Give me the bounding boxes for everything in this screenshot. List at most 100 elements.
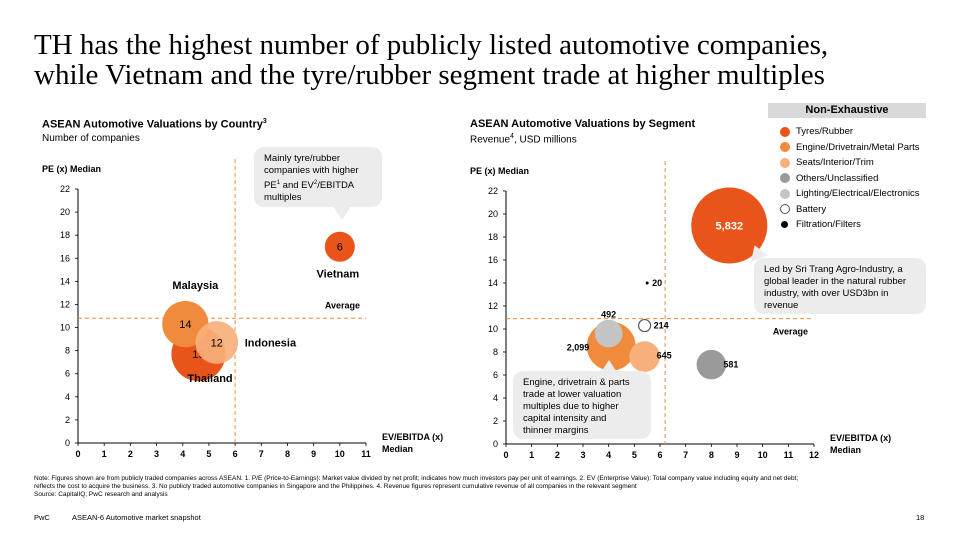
country-x-tick-label: 3 bbox=[154, 449, 159, 459]
engine-callout-line3: multiples due to higher bbox=[523, 401, 619, 412]
segment-value-label: 581 bbox=[723, 360, 738, 370]
source-line: Source: CapitalIQ, PwC research and anal… bbox=[34, 491, 168, 498]
country-value-label: 6 bbox=[337, 242, 343, 254]
legend-marker bbox=[780, 157, 790, 168]
legend-item: Others/Unclassified bbox=[768, 171, 926, 187]
engine-callout-line2: trade at lower valuation bbox=[523, 389, 622, 400]
segment-bubble-seats-interior-trim bbox=[629, 341, 660, 372]
tyres-callout-line1: Led by Sri Trang Agro-Industry, a bbox=[764, 264, 903, 275]
segment-value-label: 492 bbox=[601, 310, 616, 320]
segment-bubble-others-unclassified bbox=[696, 349, 727, 380]
country-name-label: Vietnam bbox=[317, 269, 360, 281]
segment-y-tick-label: 18 bbox=[488, 232, 498, 242]
right-chart-subtitle: Revenue4, USD millions bbox=[470, 133, 577, 145]
country-bubble-indonesia bbox=[195, 321, 239, 364]
country-x-tick-label: 5 bbox=[206, 449, 211, 459]
segment-value-label: 645 bbox=[657, 351, 672, 361]
vietnam-callout-line2: companies with higher bbox=[264, 165, 359, 176]
segment-x-tick-label: 7 bbox=[683, 450, 688, 460]
tyres-callout-line3: industry, with over USD3bn in bbox=[764, 288, 889, 299]
engine-callout: Engine, drivetrain & parts trade at lowe… bbox=[513, 371, 651, 439]
segment-x-tick-label: 4 bbox=[606, 450, 611, 460]
footer-page-number: 18 bbox=[916, 513, 925, 522]
left-chart-title-sup: 3 bbox=[262, 118, 267, 125]
legend-marker bbox=[780, 188, 790, 199]
segment-y-tick-label: 10 bbox=[488, 324, 498, 334]
tyres-callout-line2: global leader in the natural rubber bbox=[764, 276, 907, 287]
legend-items: Tyres/Rubber Engine/Drivetrain/Metal Part… bbox=[768, 124, 926, 233]
vietnam-callout-sup1: 1 bbox=[276, 180, 281, 186]
country-y-tick-label: 0 bbox=[65, 438, 70, 448]
segment-y-tick-label: 16 bbox=[488, 255, 498, 265]
segment-x-tick-label: 1 bbox=[529, 450, 534, 460]
vietnam-callout-line3: PE1 and EV2/EBITDA bbox=[264, 177, 372, 192]
country-name-label: Indonesia bbox=[245, 338, 297, 350]
segment-x-tick-label: 5 bbox=[632, 450, 637, 460]
legend-marker bbox=[781, 221, 788, 229]
segment-x-tick-label: 12 bbox=[809, 450, 819, 460]
segment-y-tick-label: 0 bbox=[493, 439, 498, 449]
segment-x-tick-label: 9 bbox=[734, 450, 739, 460]
segment-y-tick-label: 6 bbox=[493, 370, 498, 380]
segment-x-tick-label: 0 bbox=[503, 450, 508, 460]
country-y-tick-label: 22 bbox=[60, 184, 70, 194]
country-bubble-vietnam bbox=[324, 231, 355, 262]
legend-label: Others/Unclassified bbox=[796, 172, 879, 184]
country-value-label: 14 bbox=[179, 319, 191, 331]
country-x-tick-label: 9 bbox=[311, 449, 316, 459]
segment-x-tick-label: 3 bbox=[580, 450, 585, 460]
tyres-callout-line4: revenue bbox=[764, 300, 799, 311]
country-y-tick-label: 20 bbox=[60, 207, 70, 217]
vietnam-callout-ebitda: /EBITDA bbox=[317, 180, 355, 192]
legend-label: Lighting/Electrical/Electronics bbox=[796, 188, 920, 200]
legend-label: Engine/Drivetrain/Metal Parts bbox=[796, 141, 920, 153]
legend-marker bbox=[780, 142, 790, 153]
legend-item: Tyres/Rubber bbox=[768, 124, 926, 140]
segment-x-axis-label: EV/EBITDA (x) bbox=[830, 433, 891, 443]
vietnam-callout-line4: multiples bbox=[264, 192, 302, 204]
segment-y-tick-label: 14 bbox=[488, 278, 498, 288]
legend-label: Battery bbox=[796, 203, 827, 215]
segment-y-tick-label: 4 bbox=[493, 393, 498, 403]
engine-callout-line4: capital intensity and bbox=[523, 413, 607, 424]
segment-bubble-battery bbox=[637, 318, 652, 333]
segment-y-tick-label: 12 bbox=[488, 301, 498, 311]
country-y-tick-label: 14 bbox=[60, 276, 70, 286]
country-x-tick-label: 11 bbox=[361, 449, 371, 459]
page-title: TH has the highest number of publicly li… bbox=[34, 30, 828, 90]
country-x-tick-label: 4 bbox=[180, 449, 185, 459]
footnote-line2: reflects the cost to acquire the busines… bbox=[34, 483, 637, 490]
country-y-tick-label: 6 bbox=[65, 369, 70, 379]
legend-header: Non-Exhaustive bbox=[768, 103, 926, 118]
right-chart-subtitle-b: , USD millions bbox=[513, 134, 577, 146]
tyres-callout: Led by Sri Trang Agro-Industry, a global… bbox=[754, 258, 926, 314]
legend-item: Seats/Interior/Trim bbox=[768, 155, 926, 171]
country-y-tick-label: 16 bbox=[60, 253, 70, 263]
footnote-line1: Note: Figures shown are from publicly tr… bbox=[34, 475, 799, 482]
engine-callout-tail bbox=[600, 360, 618, 374]
left-chart-subtitle: Number of companies bbox=[42, 133, 140, 144]
country-name-label: Thailand bbox=[187, 373, 232, 385]
country-name-label: Malaysia bbox=[172, 280, 219, 292]
vietnam-callout-sup2: 2 bbox=[313, 180, 318, 186]
footer-doc-title: ASEAN-6 Automotive market snapshot bbox=[72, 513, 201, 522]
country-y-tick-label: 12 bbox=[60, 299, 70, 309]
footer-brand: PwC bbox=[34, 513, 50, 522]
segment-x-tick-label: 6 bbox=[657, 450, 662, 460]
country-y-tick-label: 18 bbox=[60, 230, 70, 240]
segment-y-tick-label: 20 bbox=[488, 209, 498, 219]
left-chart-title: ASEAN Automotive Valuations by Country3 bbox=[42, 118, 267, 131]
country-x-tick-label: 0 bbox=[75, 449, 80, 459]
legend-item: Engine/Drivetrain/Metal Parts bbox=[768, 140, 926, 156]
footnote: Note: Figures shown are from publicly tr… bbox=[34, 475, 934, 499]
country-x-axis-label-median: Median bbox=[382, 444, 413, 454]
segment-x-tick-label: 8 bbox=[709, 450, 714, 460]
segment-y-tick-label: 2 bbox=[493, 416, 498, 426]
segment-bubble-lighting-electrical-electronics bbox=[594, 319, 623, 348]
segment-value-label: 214 bbox=[654, 321, 669, 331]
right-chart-subtitle-a: Revenue bbox=[470, 134, 511, 146]
page-title-line2: while Vietnam and the tyre/rubber segmen… bbox=[34, 59, 825, 91]
right-chart-subtitle-sup: 4 bbox=[510, 133, 514, 140]
country-x-tick-label: 2 bbox=[128, 449, 133, 459]
country-y-tick-label: 10 bbox=[60, 323, 70, 333]
